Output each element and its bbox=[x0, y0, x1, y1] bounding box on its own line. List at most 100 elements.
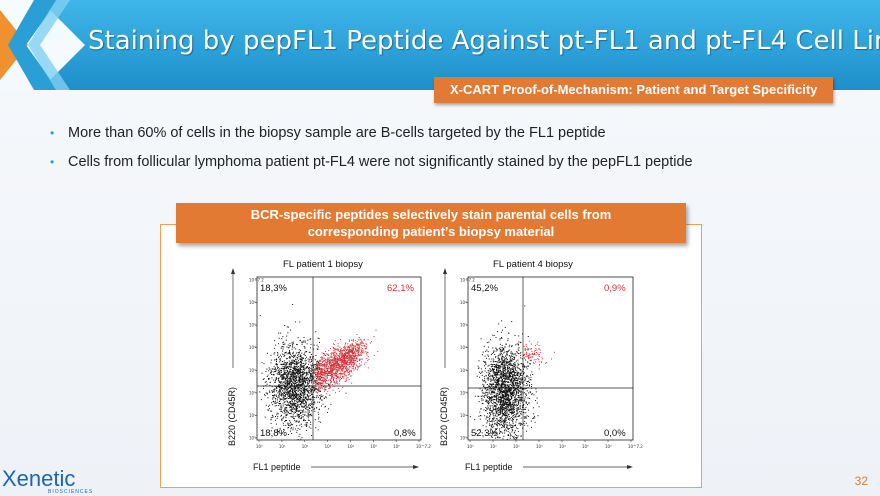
scatter-dot bbox=[345, 363, 347, 365]
scatter-dot bbox=[336, 358, 338, 360]
scatter-dot bbox=[518, 423, 520, 425]
scatter-dot bbox=[289, 369, 291, 371]
scatter-dot bbox=[495, 381, 497, 383]
scatter-dot bbox=[336, 360, 338, 362]
scatter-dot bbox=[318, 373, 320, 375]
scatter-dot bbox=[506, 364, 508, 366]
scatter-dot bbox=[489, 408, 491, 410]
scatter-dot bbox=[524, 408, 526, 410]
scatter-dot bbox=[508, 355, 510, 356]
scatter-dot bbox=[318, 390, 320, 392]
scatter-dot bbox=[339, 356, 341, 358]
scatter-dot bbox=[306, 388, 308, 390]
scatter-dot bbox=[353, 340, 354, 342]
scatter-dot bbox=[516, 374, 518, 376]
scatter-dot bbox=[290, 403, 291, 405]
scatter-dot bbox=[272, 404, 274, 406]
scatter-dot bbox=[348, 346, 350, 348]
scatter-dot bbox=[299, 361, 301, 363]
scatter-dot bbox=[311, 366, 313, 368]
scatter-dot bbox=[302, 372, 304, 374]
scatter-dot bbox=[354, 360, 356, 362]
scatter-dot bbox=[508, 425, 510, 427]
scatter-dot bbox=[348, 379, 350, 381]
scatter-dot bbox=[345, 361, 347, 363]
scatter-dot bbox=[300, 369, 302, 370]
scatter-dot bbox=[338, 370, 340, 372]
scatter-dot bbox=[300, 413, 302, 414]
scatter-dot bbox=[293, 390, 295, 392]
scatter-dot bbox=[529, 363, 531, 365]
scatter-dot bbox=[496, 363, 498, 365]
scatter-dot bbox=[327, 359, 328, 361]
scatter-dot bbox=[334, 359, 336, 361]
scatter-dot bbox=[292, 382, 294, 384]
scatter-dot bbox=[300, 418, 302, 420]
scatter-dot bbox=[314, 380, 316, 382]
scatter-dot bbox=[294, 395, 295, 396]
scatter-dot bbox=[478, 367, 480, 369]
scatter-dot bbox=[294, 388, 296, 390]
scatter-dot bbox=[502, 426, 504, 428]
scatter-dot bbox=[512, 408, 514, 410]
scatter-dot bbox=[277, 386, 279, 388]
scatter-dot bbox=[351, 343, 353, 345]
scatter-dot bbox=[519, 373, 521, 375]
bullet-list: • More than 60% of cells in the biopsy sa… bbox=[48, 119, 693, 177]
scatter-dot bbox=[296, 362, 298, 363]
scatter-dot bbox=[284, 391, 286, 393]
scatter-dot bbox=[335, 359, 337, 361]
scatter-dot bbox=[492, 369, 494, 371]
scatter-dot bbox=[349, 358, 351, 360]
scatter-dot bbox=[292, 381, 294, 383]
scatter-dot bbox=[327, 358, 329, 360]
scatter-dot bbox=[299, 401, 301, 402]
scatter-dot bbox=[362, 350, 364, 352]
scatter-dot bbox=[503, 368, 504, 370]
scatter-dot bbox=[353, 351, 355, 353]
scatter-dot bbox=[484, 361, 486, 363]
scatter-dot bbox=[322, 383, 324, 385]
scatter-dot bbox=[295, 348, 297, 350]
scatter-dot bbox=[494, 428, 496, 430]
scatter-dot bbox=[328, 358, 330, 360]
scatter-dot bbox=[504, 418, 506, 420]
scatter-dot bbox=[498, 394, 499, 396]
scatter-dot bbox=[310, 389, 312, 391]
scatter-dot bbox=[496, 377, 498, 379]
scatter-dot bbox=[327, 355, 329, 356]
scatter-dot bbox=[347, 374, 349, 376]
scatter-dot bbox=[480, 372, 482, 374]
scatter-dot bbox=[495, 387, 497, 388]
scatter-dot bbox=[484, 388, 486, 390]
scatter-dot bbox=[291, 388, 293, 389]
scatter-dot bbox=[327, 374, 329, 376]
scatter-dot bbox=[507, 416, 509, 418]
scatter-dot bbox=[500, 377, 502, 379]
scatter-dot bbox=[333, 352, 335, 353]
scatter-dot bbox=[287, 373, 289, 375]
scatter-dot bbox=[331, 361, 333, 363]
scatter-dot bbox=[310, 427, 312, 429]
scatter-dot bbox=[514, 358, 515, 360]
scatter-dot bbox=[274, 368, 276, 370]
scatter-dot bbox=[289, 394, 291, 396]
scatter-dot bbox=[486, 395, 488, 397]
scatter-dot bbox=[311, 382, 312, 384]
scatter-dot bbox=[495, 394, 497, 396]
scatter-dot bbox=[517, 375, 519, 376]
scatter-dot bbox=[506, 365, 508, 367]
scatter-dot bbox=[285, 420, 286, 421]
scatter-dot bbox=[284, 383, 286, 384]
scatter-dot bbox=[508, 386, 510, 388]
scatter-dot bbox=[311, 369, 313, 371]
scatter-dot bbox=[487, 365, 489, 367]
scatter-dot bbox=[270, 430, 272, 432]
scatter-dot bbox=[270, 417, 272, 419]
scatter-dot bbox=[326, 376, 328, 378]
tick-label: 10⁶ bbox=[249, 300, 256, 305]
scatter-dot bbox=[311, 368, 313, 370]
scatter-dot bbox=[311, 369, 313, 371]
scatter-dot bbox=[490, 400, 492, 402]
scatter-dot bbox=[513, 396, 515, 398]
